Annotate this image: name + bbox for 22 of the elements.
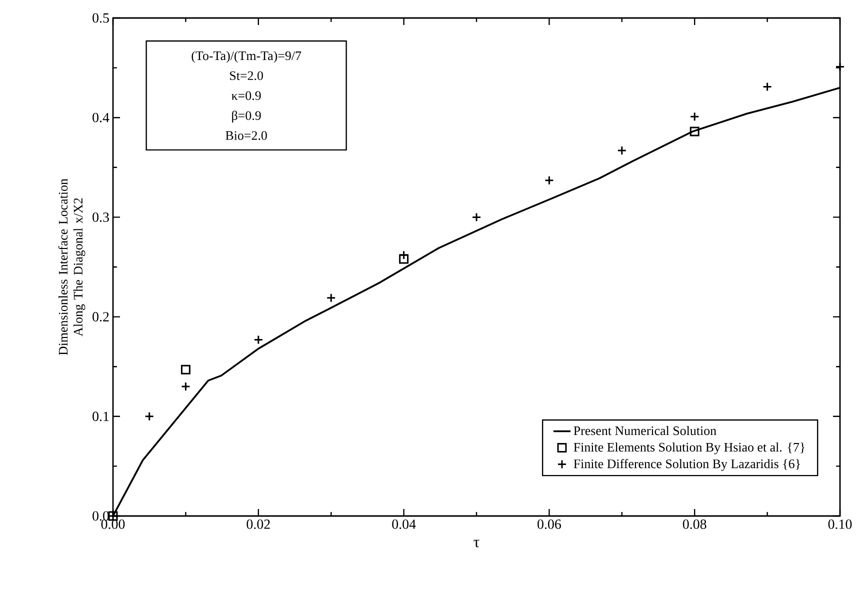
annotation: κ=0.9 [232,91,261,100]
x-tick-label: 0.02 [246,520,270,529]
x-axis-title: τ [474,540,480,548]
y-tick-label: 0.0 [92,511,109,521]
x-tick-label: 0.08 [682,520,706,529]
y-tick-label: 0.1 [92,412,109,422]
x-tick-label: 0.06 [538,520,561,529]
annotation: St=2.0 [230,71,263,80]
y-tick-label: 0.3 [92,212,109,222]
y-tick-label: 0.5 [92,13,109,23]
y-axis-title: Dimensionless Interface Location Along The Diagonal x/X2 [58,178,86,356]
x-tick-label: 0.04 [392,520,416,529]
legend-label: Finite Difference Solution By Lazaridis {6} [574,458,800,471]
legend-label: Present Numerical Solution [574,426,716,436]
y-tick-label: 0.4 [92,112,110,122]
x-tick-label: 0.10 [828,520,852,529]
x-tick-label: 0.00 [101,520,125,529]
annotation: (To-Ta)/(Tm-Ta)=9/7 [192,51,302,63]
annotation: Bio=2.0 [226,131,267,140]
annotation: β=0.9 [232,110,261,123]
legend-label: Finite Elements Solution By Hsiao et al. {7} [574,442,804,454]
y-tick-label: 0.2 [92,312,109,322]
